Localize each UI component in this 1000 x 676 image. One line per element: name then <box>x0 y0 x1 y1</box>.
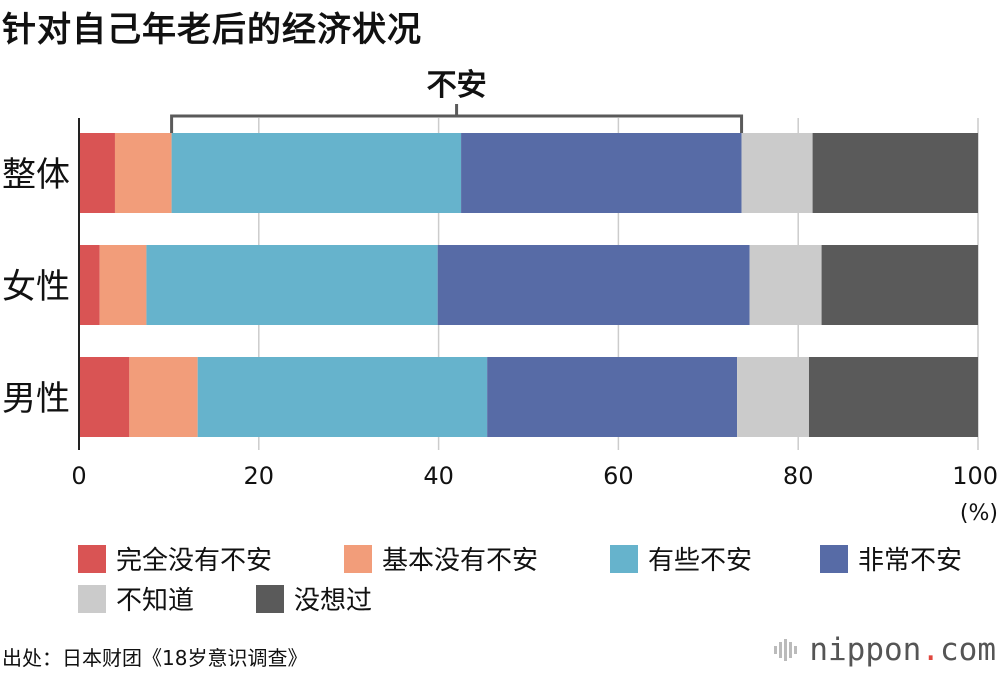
bar-segment <box>437 245 750 325</box>
bar-segment <box>114 133 172 213</box>
x-tick-label: 0 <box>71 462 86 490</box>
bar-segment <box>461 133 742 213</box>
chart-title: 针对自己年老后的经济状况 <box>2 10 422 50</box>
bar-segment <box>79 357 130 437</box>
bar-segment <box>79 133 115 213</box>
legend-swatch <box>78 544 106 573</box>
bar-segment <box>821 245 978 325</box>
bar-segment <box>171 133 462 213</box>
bar-segment <box>737 357 809 437</box>
legend-swatch <box>610 544 638 573</box>
legend-swatch <box>256 584 284 613</box>
bar-segment <box>99 245 147 325</box>
bar-segment <box>79 245 100 325</box>
x-tick-label: 100 <box>952 462 998 490</box>
legend-row: 不知道 没想过 <box>78 580 998 620</box>
x-unit-label: (%) <box>960 501 998 526</box>
bar-segment <box>749 245 822 325</box>
category-label: 整体 <box>2 155 70 195</box>
bar-segment <box>197 357 488 437</box>
bar-segment <box>146 245 438 325</box>
legend-item: 完全没有不安 <box>78 540 272 577</box>
legend-item: 基本没有不安 <box>344 540 538 577</box>
brand-logo: nippon. com <box>773 632 996 668</box>
legend-row: 完全没有不安 基本没有不安 有些不安 非常不安 <box>78 540 998 580</box>
bar-segment <box>129 357 198 437</box>
bracket-label: 不安 <box>427 68 487 103</box>
category-label: 男性 <box>2 379 70 419</box>
legend: 完全没有不安 基本没有不安 有些不安 非常不安 不知道 没想过 <box>78 540 998 620</box>
category-label: 女性 <box>2 267 70 307</box>
bar-segment <box>812 133 978 213</box>
brand-name: nippon <box>809 632 922 668</box>
legend-label: 有些不安 <box>648 546 753 576</box>
legend-item: 没想过 <box>256 580 372 617</box>
legend-item: 不知道 <box>78 580 194 617</box>
x-tick-label: 20 <box>244 462 275 490</box>
legend-label: 不知道 <box>116 586 195 616</box>
legend-swatch <box>820 544 848 573</box>
source-note: 出处：日本财团《18岁意识调查》 <box>2 646 308 670</box>
legend-swatch <box>344 544 372 573</box>
legend-label: 完全没有不安 <box>116 546 273 576</box>
x-tick-label: 60 <box>603 462 634 490</box>
legend-label: 非常不安 <box>858 546 963 576</box>
bar-segment <box>808 357 978 437</box>
legend-item: 非常不安 <box>820 540 962 577</box>
x-tick-label: 40 <box>423 462 454 490</box>
bracket-annotation <box>170 114 744 133</box>
bar-segment <box>741 133 813 213</box>
brand-dot: . <box>921 632 940 668</box>
legend-label: 基本没有不安 <box>382 546 539 576</box>
legend-swatch <box>78 584 106 613</box>
legend-item: 有些不安 <box>610 540 752 577</box>
brand-mark-icon <box>774 639 798 661</box>
brand-tld: com <box>940 632 996 668</box>
bar-segment <box>487 357 738 437</box>
x-tick-label: 80 <box>783 462 814 490</box>
legend-label: 没想过 <box>294 586 373 616</box>
